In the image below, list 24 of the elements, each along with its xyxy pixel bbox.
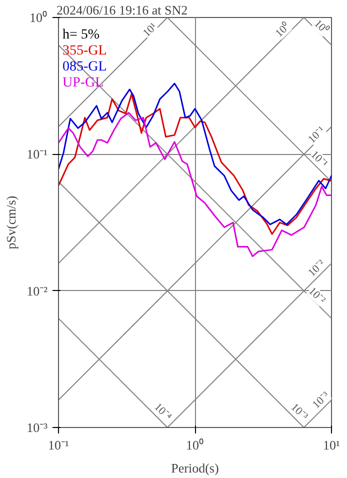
annotation: 10¹ — [140, 20, 160, 40]
annotation: 10⁻¹ — [306, 124, 328, 146]
y-tick-label: 10⁻³ — [26, 420, 48, 435]
y-tick-label: 10⁻¹ — [26, 146, 48, 162]
y-axis-title: pSv(cm/s) — [4, 196, 19, 250]
annotation: h= 5% — [62, 28, 100, 42]
annotation: 10⁰ — [312, 16, 332, 37]
x-axis-title: Period(s) — [171, 460, 219, 476]
x-tick-label: 10⁻¹ — [48, 438, 70, 452]
series-label: 085-GL — [62, 60, 107, 74]
annotation: 10⁻¹ — [308, 148, 330, 170]
annotation: 10⁻⁴ — [152, 401, 174, 423]
text: UP-GL — [62, 76, 104, 90]
chart-title: 2024/06/16 19:16 at SN2 — [56, 2, 188, 18]
x-tick-label: 10¹ — [323, 438, 340, 452]
annotation: 10⁰ — [272, 20, 292, 40]
annotation: 10⁻² — [306, 285, 328, 307]
text: 355-GL — [62, 44, 107, 58]
x-tick-label: 10⁰ — [186, 438, 204, 452]
y-tick-label: 10⁰ — [30, 10, 48, 25]
annotation: 10⁻² — [306, 257, 328, 280]
y-tick-label: 10⁻² — [26, 283, 48, 298]
annotation: 10⁻³ — [288, 401, 310, 424]
annotation: 10⁻³ — [310, 389, 332, 412]
